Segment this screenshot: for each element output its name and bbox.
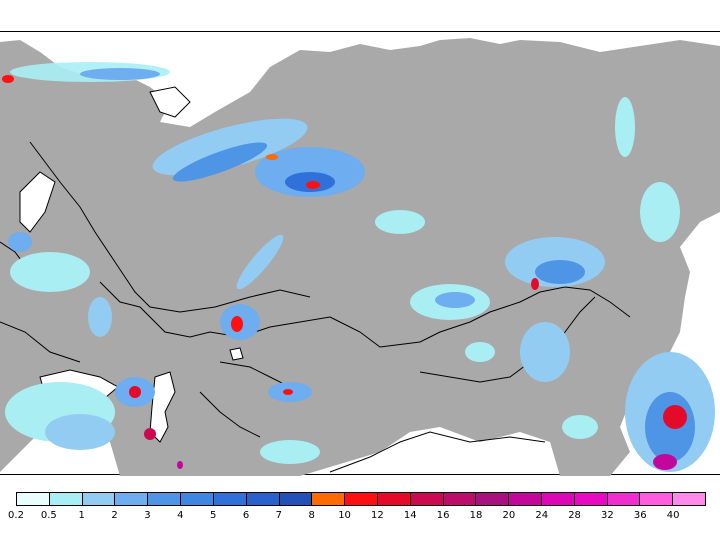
colorbar-swatch <box>82 493 116 505</box>
baltic-sea <box>19 171 56 233</box>
map-canvas <box>0 38 720 476</box>
colorbar-tick-label: 4 <box>177 510 184 521</box>
colorbar-tick-label: 18 <box>469 510 483 521</box>
colorbar-tick-label: 16 <box>436 510 450 521</box>
colorbar-swatch <box>17 493 50 505</box>
colorbar-swatch <box>115 493 149 505</box>
colorbar-swatch <box>509 493 542 505</box>
white-sea <box>149 86 191 118</box>
colorbar-tick-label: 1 <box>78 510 85 521</box>
colorbar-swatch <box>542 493 575 505</box>
colorbar-tick-label: 14 <box>403 510 417 521</box>
colorbar-swatch <box>148 493 182 505</box>
colorbar-tick-label: 40 <box>666 510 680 521</box>
colorbar-swatch <box>213 493 247 505</box>
colorbar-tick-label: 32 <box>601 510 614 521</box>
colorbar-tick-label: 0.5 <box>40 510 57 521</box>
colorbar-swatch <box>181 493 214 505</box>
colorbar-swatch <box>410 493 444 505</box>
aral-sea <box>229 347 244 361</box>
colorbar-swatch <box>443 493 477 505</box>
colorbar-swatch <box>246 493 280 505</box>
colorbar-swatch <box>640 493 674 505</box>
colorbar-swatches <box>16 492 706 506</box>
colorbar-tick-label: 7 <box>275 510 283 521</box>
colorbar-tick-label: 6 <box>242 510 250 521</box>
colorbar-swatch <box>673 493 706 505</box>
colorbar-tick-label: 3 <box>144 510 151 521</box>
colorbar-tick-label: 12 <box>371 510 384 521</box>
colorbar-swatch <box>345 493 378 505</box>
colorbar-tick-label: 8 <box>308 510 315 521</box>
caspian-sea <box>149 371 176 443</box>
colorbar-swatch <box>377 493 411 505</box>
colorbar-tick-label: 24 <box>535 510 549 521</box>
precipitation-map <box>0 31 720 476</box>
colorbar-swatch <box>574 493 608 505</box>
colorbar-tick-label: 28 <box>568 510 581 521</box>
colorbar-swatch <box>49 493 83 505</box>
colorbar-tick-label: 2 <box>111 510 118 521</box>
colorbar-tick-label: 10 <box>338 510 351 521</box>
colorbar-swatch <box>476 493 510 505</box>
precipitation-field <box>2 62 715 472</box>
colorbar-tick-label: 36 <box>633 510 647 521</box>
colorbar-swatch <box>312 493 346 505</box>
colorbar-tick-label: 0.2 <box>8 510 24 521</box>
colorbar-tick-label: 20 <box>502 510 516 521</box>
colorbar-tick-label: 5 <box>209 510 217 521</box>
colorbar-swatch <box>279 493 313 505</box>
colorbar-legend: 0.2 0.5 1 2 3 4 5 6 7 8 10 12 14 16 18 20 24 28 32 36 40 <box>0 488 720 528</box>
colorbar-swatch <box>607 493 641 505</box>
